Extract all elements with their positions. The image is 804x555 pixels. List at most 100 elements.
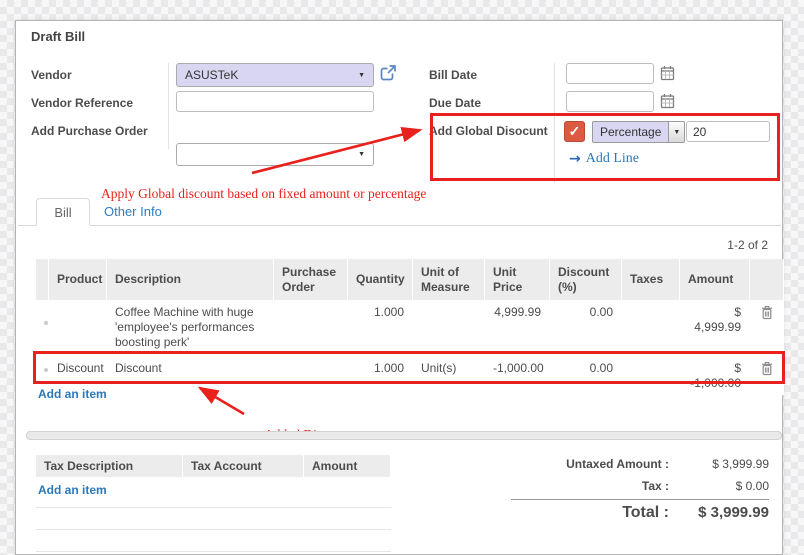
add-global-discount-label: Add Global Disocunt [429,124,548,138]
form-left-separator [168,63,169,149]
drag-handle-icon [44,368,48,372]
vendor-label: Vendor [31,68,72,82]
totals-divider [511,499,769,500]
due-date-input[interactable] [566,91,654,112]
total-value: $ 3,999.99 [698,504,769,521]
column-header-amount[interactable]: Amount [680,259,750,301]
column-header-actions [750,259,784,301]
untaxed-amount-value: $ 3,999.99 [712,457,769,471]
total-label: Total : [622,504,669,521]
due-date-label: Due Date [429,96,482,110]
column-header-tax-amount[interactable]: Amount [304,455,391,477]
checkmark-icon: ✓ [568,123,581,139]
vendor-reference-input[interactable] [176,91,374,112]
vendor-select[interactable]: ASUSTeK ▼ [176,63,374,87]
global-discount-checkbox[interactable]: ✓ [564,121,585,142]
cell-amount: $ -1,000.00 [680,354,750,395]
tab-bill[interactable]: Bill [36,198,90,226]
tax-lines-table: Tax Description Tax Account Amount [36,455,391,477]
delete-line-button[interactable] [750,354,784,395]
arrow-right-icon: → [569,151,581,167]
cell-discount[interactable]: 0.00 [550,301,622,354]
tax-amount-row: Tax : $ 0.00 [349,479,769,493]
cell-quantity[interactable]: 1.000 [348,301,413,354]
due-date-calendar-button[interactable] [660,93,675,109]
delete-line-button[interactable] [750,301,784,354]
cell-product[interactable]: Discount [49,354,107,395]
add-tax-item-link[interactable]: Add an item [38,483,107,497]
pager-range: 1-2 of 2 [727,238,768,252]
table-header-row: Product Description Purchase Order Quant… [36,259,784,301]
discount-type-value: Percentage [593,122,669,142]
column-header-quantity[interactable]: Quantity [348,259,413,301]
page-title: Draft Bill [31,29,86,44]
calendar-icon [660,93,675,109]
cell-amount: $ 4,999.99 [680,301,750,354]
tax-header-row: Tax Description Tax Account Amount [36,455,391,477]
cell-taxes[interactable] [622,354,680,395]
tax-value: $ 0.00 [735,479,769,493]
cell-description[interactable]: Coffee Machine with huge 'employee's per… [107,301,274,354]
drag-handle-icon [44,321,48,325]
column-header-unit-price[interactable]: Unit Price [485,259,550,301]
chevron-down-icon: ▼ [358,151,365,158]
cell-purchase-order[interactable] [274,301,348,354]
cell-description[interactable]: Discount [107,354,274,395]
chevron-down-icon: ▼ [668,122,685,142]
chevron-down-icon: ▼ [358,71,365,79]
empty-tax-row [36,486,391,508]
add-line-link[interactable]: → Add Line [569,151,639,167]
add-line-item-link[interactable]: Add an item [38,387,107,401]
external-link-icon [379,64,397,82]
bill-date-label: Bill Date [429,68,478,82]
cell-taxes[interactable] [622,301,680,354]
cell-quantity[interactable]: 1.000 [348,354,413,395]
invoice-lines-table: Product Description Purchase Order Quant… [36,259,784,395]
column-header-handle [36,259,49,301]
tab-other-info[interactable]: Other Info [104,204,162,219]
add-line-label: Add Line [585,151,639,166]
column-header-product[interactable]: Product [49,259,107,301]
column-header-description[interactable]: Description [107,259,274,301]
row-drag-handle[interactable] [36,301,49,354]
add-purchase-order-select[interactable]: ▼ [176,143,374,166]
cell-unit-price[interactable]: -1,000.00 [485,354,550,395]
table-row[interactable]: Discount Discount 1.000 Unit(s) -1,000.0… [36,354,784,395]
cell-unit-of-measure[interactable]: Unit(s) [413,354,485,395]
horizontal-scrollbar[interactable] [26,431,782,440]
column-header-purchase-order[interactable]: Purchase Order [274,259,348,301]
column-header-discount[interactable]: Discount (%) [550,259,622,301]
trash-icon [758,361,775,376]
bill-date-input[interactable] [566,63,654,84]
calendar-icon [660,65,675,81]
cell-purchase-order[interactable] [274,354,348,395]
bill-date-calendar-button[interactable] [660,65,675,81]
form-right-separator [554,63,555,183]
cell-unit-of-measure[interactable] [413,301,485,354]
empty-tax-row [36,508,391,530]
untaxed-amount-label: Untaxed Amount : [566,457,669,471]
vendor-reference-label: Vendor Reference [31,96,134,110]
row-drag-handle[interactable] [36,354,49,395]
column-header-tax-description[interactable]: Tax Description [36,455,183,477]
annotation-note-global-discount: Apply Global discount based on fixed amo… [101,186,427,201]
trash-icon [758,305,775,320]
cell-discount[interactable]: 0.00 [550,354,622,395]
cell-product[interactable] [49,301,107,354]
open-vendor-external-link-button[interactable] [379,64,397,82]
empty-tax-row [36,530,391,552]
cell-unit-price[interactable]: 4,999.99 [485,301,550,354]
total-row: Total : $ 3,999.99 [349,504,769,522]
vendor-select-value: ASUSTeK [185,68,239,82]
tab-divider [18,225,781,226]
column-header-taxes[interactable]: Taxes [622,259,680,301]
draft-bill-form-panel: Draft Bill Vendor ASUSTeK ▼ Vendor Refer… [15,20,785,555]
column-header-tax-account[interactable]: Tax Account [183,455,304,477]
table-row[interactable]: Coffee Machine with huge 'employee's per… [36,301,784,354]
untaxed-amount-row: Untaxed Amount : $ 3,999.99 [349,457,769,471]
discount-amount-input[interactable] [686,121,770,142]
tax-label: Tax : [641,479,669,493]
column-header-unit-of-measure[interactable]: Unit of Measure [413,259,485,301]
add-purchase-order-label: Add Purchase Order [31,124,148,138]
discount-type-select[interactable]: Percentage ▼ [592,121,686,143]
